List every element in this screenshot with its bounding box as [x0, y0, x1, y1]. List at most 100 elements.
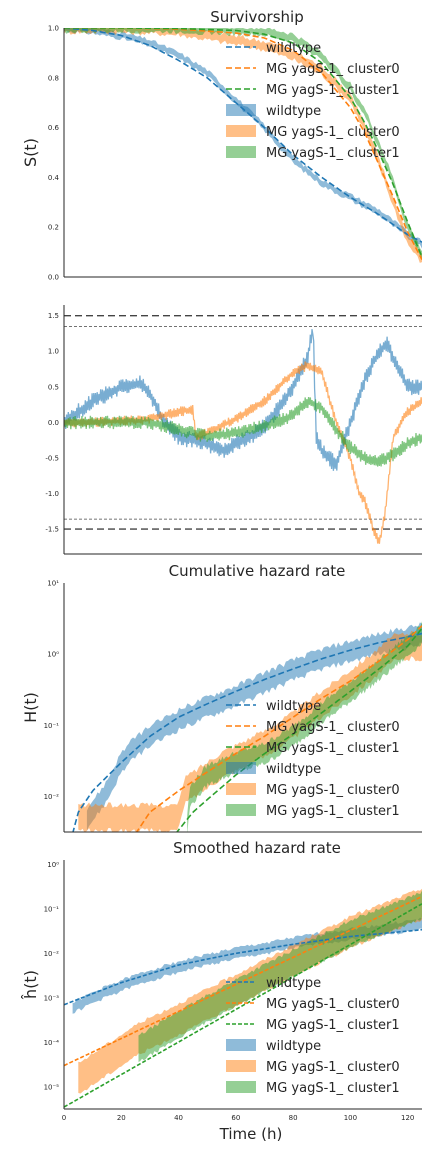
y-tick-label: 10⁻¹: [44, 905, 60, 913]
legend: wildtype MG yagS-1_ cluster0 MG yagS-1_ cl…: [226, 699, 400, 819]
fit-line-2: [64, 895, 422, 1067]
legend-label: MG yagS-1_ cluster0: [266, 720, 400, 735]
legend-label: MG yagS-1_ cluster0: [266, 62, 400, 77]
band-3: [187, 621, 422, 832]
y-tick-label: 10⁰: [47, 651, 59, 659]
y-tick-label: 0.6: [48, 124, 60, 132]
y-tick-label: 1.0: [48, 348, 59, 356]
legend-label: MG yagS-1_ cluster1: [266, 1081, 400, 1096]
fit-line-3: [64, 903, 422, 1108]
legend-label: MG yagS-1_ cluster0: [266, 783, 400, 798]
legend-item: MG yagS-1_ cluster0: [226, 62, 400, 77]
legend-band-swatch: [226, 1060, 256, 1072]
y-tick-label: 10⁻²: [44, 950, 60, 958]
legend-item: wildtype: [226, 762, 321, 777]
y-tick-label: 10⁰: [47, 861, 59, 869]
legend-label: wildtype: [266, 104, 321, 119]
legend-label: MG yagS-1_ cluster1: [266, 83, 400, 98]
legend-label: wildtype: [266, 41, 321, 56]
fit-line-1: [72, 632, 422, 832]
legend: wildtype MG yagS-1_ cluster0 MG yagS-1_ cl…: [226, 976, 400, 1096]
y-tick-label: -1.0: [45, 490, 59, 498]
panel-1: 0.0 0.2 0.4 0.6 0.8 1.0 Survivorship S(t) wildty…: [21, 8, 422, 282]
legend-label: MG yagS-1_ cluster1: [266, 741, 400, 756]
legend-band-swatch: [226, 125, 256, 137]
legend-label: MG yagS-1_ cluster0: [266, 1060, 400, 1075]
legend-label: wildtype: [266, 762, 321, 777]
legend-item: MG yagS-1_ cluster1: [226, 1081, 400, 1096]
y-tick-label: 0.2: [48, 224, 59, 232]
legend-band-swatch: [226, 146, 256, 158]
series-line-1: [64, 329, 422, 471]
legend-band-swatch: [226, 1081, 256, 1093]
legend-band-swatch: [226, 804, 256, 816]
legend-band-swatch: [226, 1039, 256, 1051]
legend-label: wildtype: [266, 976, 321, 991]
y-tick-label: 0.8: [48, 74, 59, 82]
fit-line-1: [64, 928, 422, 1006]
panel-title: Smoothed hazard rate: [173, 839, 341, 857]
panel-3: 10⁻² 10⁻¹ 10⁰ 10¹ Cumulative hazard rate H(t)…: [21, 562, 422, 833]
fit-line-3: [64, 28, 422, 258]
legend-item: MG yagS-1_ cluster0: [226, 125, 400, 140]
y-tick-label: 0.0: [48, 274, 59, 282]
y-tick-label: 10¹: [47, 580, 59, 588]
y-tick-label: 1.5: [48, 312, 59, 320]
legend-item: MG yagS-1_ cluster0: [226, 1060, 400, 1075]
legend-item: MG yagS-1_ cluster1: [226, 1018, 400, 1033]
legend-band-swatch: [226, 783, 256, 795]
y-tick-label: 10⁻⁵: [44, 1083, 60, 1091]
legend-item: wildtype: [226, 1039, 321, 1054]
legend-band-swatch: [226, 762, 256, 774]
legend-label: MG yagS-1_ cluster1: [266, 146, 400, 161]
legend-item: wildtype: [226, 976, 321, 991]
y-axis-label: S(t): [21, 138, 40, 167]
x-tick-label: 80: [289, 1114, 298, 1122]
legend-item: MG yagS-1_ cluster1: [226, 804, 400, 819]
legend-item: wildtype: [226, 104, 321, 119]
x-tick-label: 0: [62, 1114, 66, 1122]
plot-area: [64, 888, 422, 1108]
plot-area: [64, 314, 422, 544]
legend-item: MG yagS-1_ cluster0: [226, 720, 400, 735]
y-axis-label: H(t): [21, 692, 40, 723]
panel-title: Cumulative hazard rate: [169, 562, 346, 580]
legend-label: wildtype: [266, 699, 321, 714]
legend-item: MG yagS-1_ cluster1: [226, 741, 400, 756]
legend-band-swatch: [226, 104, 256, 116]
y-tick-label: 0.4: [48, 174, 60, 182]
legend-label: MG yagS-1_ cluster0: [266, 997, 400, 1012]
x-tick-label: 60: [231, 1114, 240, 1122]
panel-2: -1.5 -1.0 -0.5 0.0 0.5 1.0 1.5: [45, 305, 422, 555]
legend-label: MG yagS-1_ cluster1: [266, 1018, 400, 1033]
y-tick-label: 10⁻¹: [44, 722, 60, 730]
fit-line-2: [135, 625, 422, 832]
legend-item: MG yagS-1_ cluster0: [226, 783, 400, 798]
legend-item: MG yagS-1_ cluster0: [226, 997, 400, 1012]
plot-area: [72, 621, 422, 832]
x-tick-label: 40: [174, 1114, 183, 1122]
legend-label: wildtype: [266, 1039, 321, 1054]
y-tick-label: 10⁻⁴: [44, 1039, 60, 1047]
series-line-3: [64, 397, 422, 467]
legend-label: MG yagS-1_ cluster1: [266, 804, 400, 819]
x-axis-label: Time (h): [219, 1125, 283, 1143]
fit-line-3: [175, 627, 422, 832]
y-tick-label: -1.5: [45, 526, 59, 534]
y-tick-label: 1.0: [48, 25, 59, 33]
y-tick-label: 10⁻²: [44, 793, 60, 801]
y-axis-label: ĥ(t): [21, 970, 40, 1000]
legend-item: wildtype: [226, 41, 321, 56]
legend-item: wildtype: [226, 699, 321, 714]
legend-item: MG yagS-1_ cluster1: [226, 146, 400, 161]
y-tick-label: -0.5: [45, 454, 59, 462]
y-tick-label: 0.0: [48, 419, 59, 427]
x-tick-label: 20: [117, 1114, 126, 1122]
band-2: [78, 630, 422, 832]
panel-title: Survivorship: [210, 8, 303, 26]
panel-4: 10⁻⁵ 10⁻⁴ 10⁻³ 10⁻² 10⁻¹ 10⁰ 0 20 40 60 80 100 120 Sm…: [21, 839, 422, 1143]
legend: wildtype MG yagS-1_ cluster0 MG yagS-1_ cl…: [226, 41, 400, 161]
legend-item: MG yagS-1_ cluster1: [226, 83, 400, 98]
band-3: [138, 890, 422, 1062]
